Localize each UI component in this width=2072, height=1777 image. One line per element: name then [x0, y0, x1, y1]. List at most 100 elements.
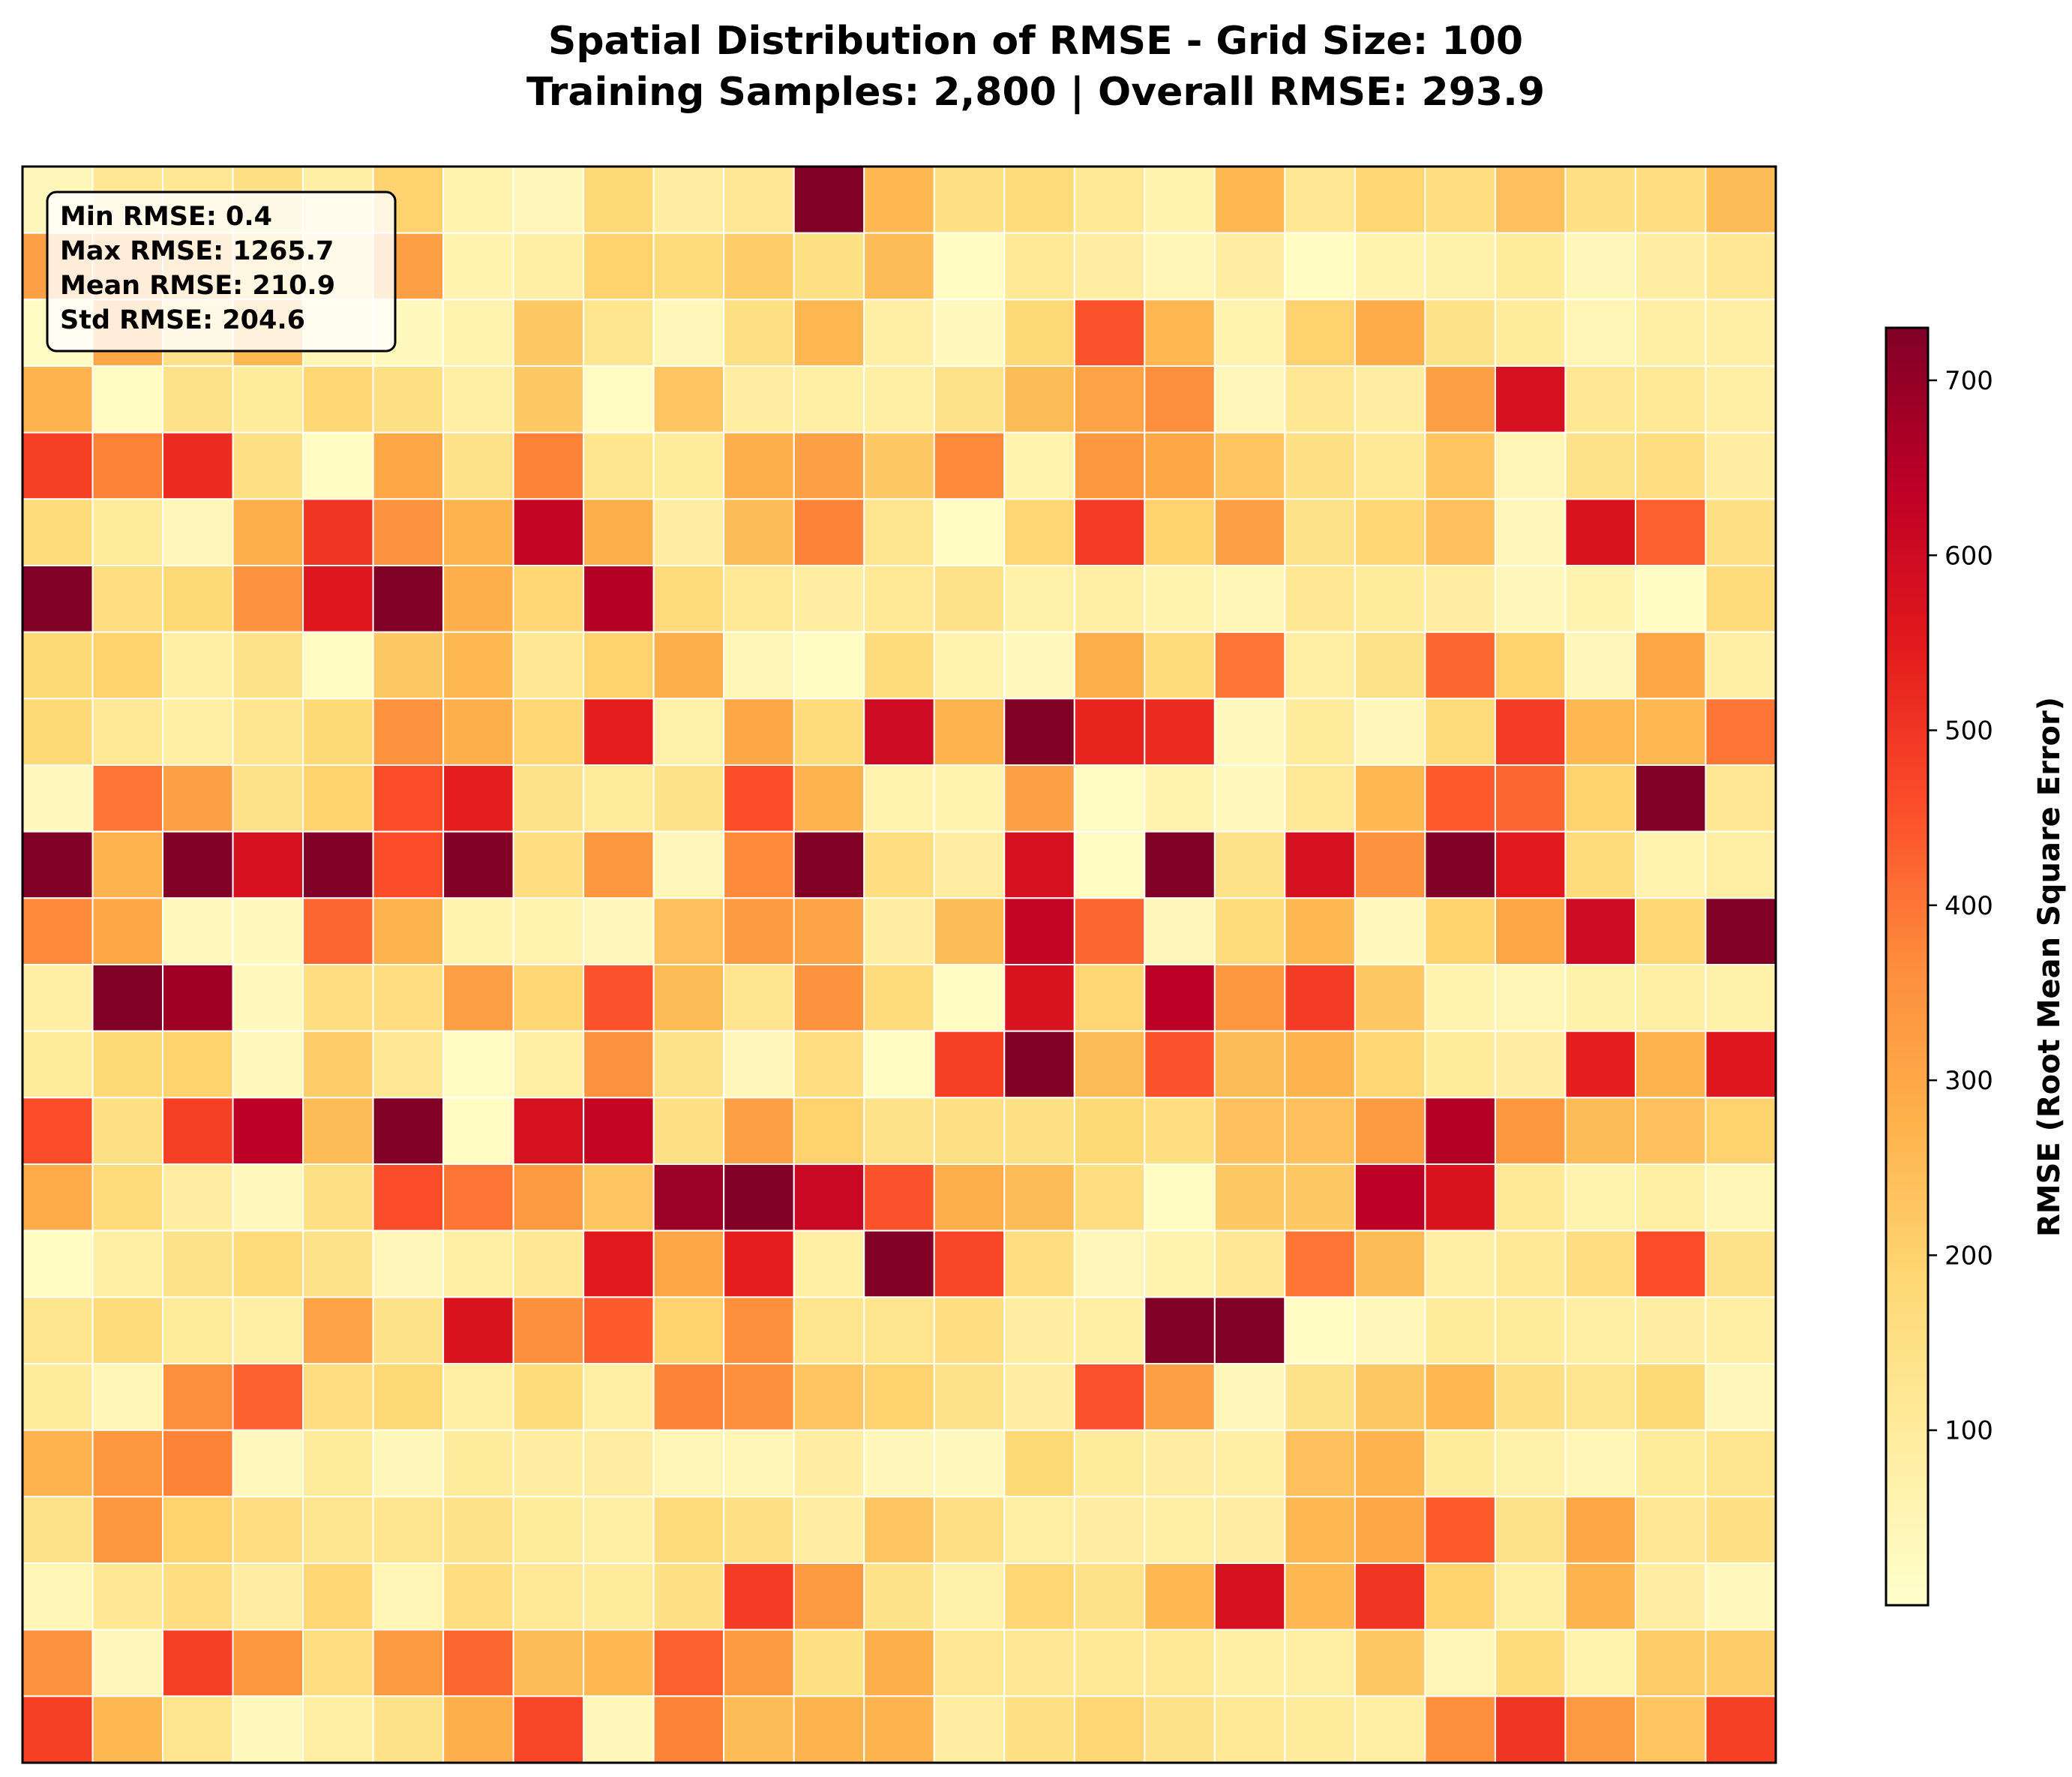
heatmap-cell: [442, 1695, 514, 1764]
heatmap-cell: [1073, 365, 1146, 434]
heatmap-cell: [1144, 365, 1216, 434]
heatmap-cell: [512, 1097, 585, 1165]
heatmap-cell: [232, 1097, 304, 1165]
heatmap-cell: [512, 498, 585, 567]
heatmap-cell: [1424, 166, 1496, 234]
heatmap-cell: [1003, 1429, 1075, 1498]
heatmap-cell: [1003, 830, 1075, 899]
heatmap-cell: [22, 698, 94, 767]
heatmap-cell: [1073, 166, 1146, 234]
heatmap-cell: [1634, 299, 1707, 367]
heatmap-cell: [863, 232, 935, 301]
heatmap-cell: [793, 431, 865, 500]
heatmap-cell: [512, 764, 585, 833]
heatmap-cell: [22, 1429, 94, 1498]
heatmap-cell: [652, 830, 725, 899]
heatmap-cell: [91, 1496, 164, 1564]
heatmap-cell: [933, 365, 1006, 434]
heatmap-cell: [232, 698, 304, 767]
heatmap-cell: [1705, 1695, 1777, 1764]
heatmap-cell: [723, 1163, 795, 1232]
heatmap-cell: [1705, 830, 1777, 899]
heatmap-cell: [1634, 1429, 1707, 1498]
heatmap-cell: [583, 631, 655, 700]
heatmap-cell: [1354, 1562, 1426, 1631]
heatmap-cell: [863, 1163, 935, 1232]
heatmap-cell: [1354, 1363, 1426, 1431]
heatmap-cell: [1705, 1097, 1777, 1165]
colorbar-tick-label: 100: [1945, 1416, 1993, 1446]
heatmap-cell: [302, 698, 374, 767]
heatmap-cell: [442, 830, 514, 899]
heatmap-cell: [583, 964, 655, 1032]
heatmap-cell: [583, 232, 655, 301]
heatmap-cell: [1354, 365, 1426, 434]
heatmap-cell: [302, 1628, 374, 1697]
heatmap-cell: [1354, 1628, 1426, 1697]
heatmap-cell: [863, 1030, 935, 1099]
heatmap-cell: [1424, 498, 1496, 567]
heatmap-cell: [1284, 498, 1356, 567]
heatmap-cell: [1144, 166, 1216, 234]
heatmap-cell: [863, 631, 935, 700]
heatmap-cell: [1424, 964, 1496, 1032]
heatmap-cell: [162, 1628, 234, 1697]
heatmap-cell: [1073, 299, 1146, 367]
heatmap-cell: [372, 830, 445, 899]
heatmap-cell: [1494, 1296, 1567, 1364]
heatmap-cell: [652, 1229, 725, 1298]
heatmap-cell: [302, 565, 374, 633]
heatmap-cell: [1073, 1030, 1146, 1099]
heatmap-cell: [162, 565, 234, 633]
heatmap-cell: [933, 1496, 1006, 1564]
heatmap-cell: [512, 631, 585, 700]
heatmap-cell: [1213, 299, 1286, 367]
heatmap-cell: [1003, 1097, 1075, 1165]
heatmap-cell: [933, 631, 1006, 700]
heatmap-cell: [162, 631, 234, 700]
heatmap-cell: [22, 1030, 94, 1099]
heatmap-cell: [1144, 565, 1216, 633]
heatmap-cell: [1705, 964, 1777, 1032]
heatmap-cell: [583, 764, 655, 833]
heatmap-cell: [91, 1296, 164, 1364]
heatmap-cell: [652, 1628, 725, 1697]
heatmap-cell: [1424, 764, 1496, 833]
heatmap-cell: [22, 830, 94, 899]
heatmap-cell: [162, 1296, 234, 1364]
heatmap-cell: [1073, 964, 1146, 1032]
heatmap-cell: [1494, 1496, 1567, 1564]
heatmap-cell: [1424, 1628, 1496, 1697]
heatmap-cell: [1144, 830, 1216, 899]
heatmap-cell: [1213, 1496, 1286, 1564]
heatmap-cell: [652, 1429, 725, 1498]
heatmap-cell: [1634, 964, 1707, 1032]
heatmap-cell: [1564, 365, 1636, 434]
heatmap-cell: [1213, 631, 1286, 700]
heatmap-cell: [22, 565, 94, 633]
heatmap-cell: [1494, 431, 1567, 500]
heatmap-cell: [583, 1229, 655, 1298]
heatmap-cell: [1354, 1097, 1426, 1165]
heatmap-cell: [442, 698, 514, 767]
heatmap-cell: [1284, 1429, 1356, 1498]
heatmap-cell: [793, 1496, 865, 1564]
heatmap-cell: [1634, 1030, 1707, 1099]
heatmap-cell: [1634, 365, 1707, 434]
heatmap-cell: [1494, 1030, 1567, 1099]
heatmap-cell: [723, 1296, 795, 1364]
heatmap-cell: [652, 431, 725, 500]
heatmap-cell: [1144, 764, 1216, 833]
heatmap-cell: [1003, 1296, 1075, 1364]
heatmap-cell: [442, 299, 514, 367]
heatmap-cell: [1634, 830, 1707, 899]
heatmap-cell: [1144, 1363, 1216, 1431]
heatmap-cell: [1354, 764, 1426, 833]
heatmap-cell: [793, 166, 865, 234]
heatmap-cell: [232, 1628, 304, 1697]
heatmap-cell: [372, 964, 445, 1032]
heatmap-cell: [1144, 498, 1216, 567]
heatmap-cell: [793, 232, 865, 301]
heatmap-cell: [372, 1030, 445, 1099]
heatmap-cell: [793, 565, 865, 633]
